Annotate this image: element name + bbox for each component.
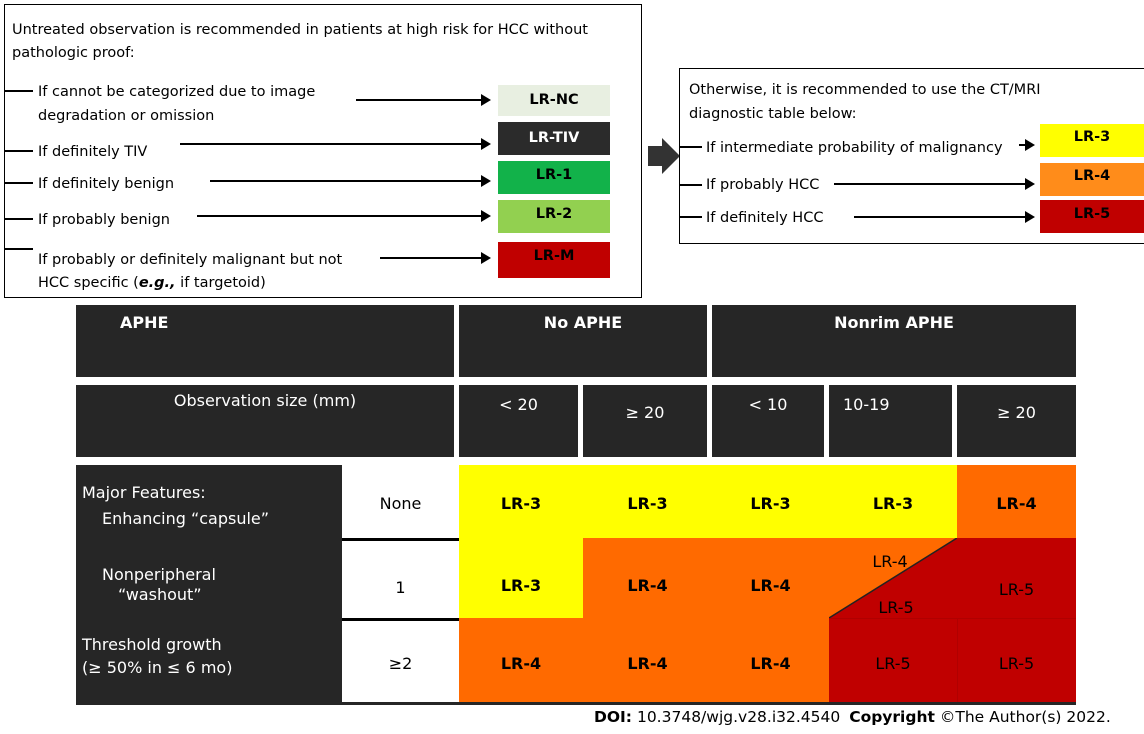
bullet-line: [5, 150, 33, 152]
feature-capsule: Enhancing “capsule”: [102, 509, 270, 528]
lr-nc-badge: LR-NC: [498, 85, 610, 116]
lr-r2c5: LR-5: [998, 580, 1035, 599]
untreated-heading: Untreated observation is recommended in …: [12, 22, 588, 38]
major-features-label: Major Features:: [82, 483, 206, 502]
size-cell-4: 10-19: [829, 385, 952, 457]
lr-r1c1: LR-3: [500, 494, 542, 513]
footer: DOI: 10.3748/wjg.v28.i32.4540 Copyright …: [594, 708, 1111, 726]
lr-r1c4: LR-3: [872, 494, 914, 513]
untreated-item-5-line1: If probably or definitely malignant but …: [38, 252, 343, 268]
arrow: [1019, 139, 1035, 151]
table-bottom-line: [76, 702, 1076, 705]
otherwise-heading: Otherwise, it is recommended to use the …: [689, 82, 1041, 98]
nonrim-aphe-header: Nonrim APHE: [712, 305, 1076, 377]
lr-r2c4-upper: LR-4: [872, 552, 908, 571]
size-cell-5: ≥ 20: [957, 385, 1076, 457]
grid-orange-r2: [583, 538, 829, 618]
size-cell-1: < 20: [459, 385, 578, 457]
count-column: [342, 465, 459, 702]
lr-r1c3: LR-3: [750, 494, 791, 513]
lr-r3c1: LR-4: [500, 654, 542, 673]
big-arrow: [648, 138, 680, 174]
divider: [342, 618, 459, 621]
no-aphe-header: No APHE: [459, 305, 707, 377]
lr-r3c5: LR-5: [998, 654, 1035, 673]
untreated-item-5-line2: HCC specific (e.g., if targetoid): [38, 275, 266, 291]
count-2: ≥2: [388, 654, 413, 673]
untreated-item-2: If definitely TIV: [38, 144, 148, 160]
lr-1-badge: LR-1: [498, 161, 610, 194]
arrow: [356, 94, 491, 106]
arrow: [197, 210, 491, 222]
grid-red-r3: [829, 618, 1076, 702]
otherwise-item-2: If probably HCC: [706, 177, 820, 193]
bullet-line: [5, 248, 33, 250]
grid-yellow-r2c1: [459, 538, 583, 618]
feature-growth-2: (≥ 50% in ≤ 6 mo): [82, 658, 233, 677]
lr-r2c4-lower: LR-5: [878, 598, 914, 617]
size-cell-3: < 10: [712, 385, 824, 457]
arrow: [834, 178, 1035, 190]
major-features-panel: Major Features: Enhancing “capsule” Nonp…: [76, 465, 342, 702]
untreated-item-1-line1: If cannot be categorized due to image: [38, 84, 316, 100]
bullet-line: [680, 216, 702, 218]
copyright-value: ©The Author(s) 2022.: [939, 708, 1111, 726]
count-1: 1: [395, 578, 406, 597]
lr-r1c5: LR-4: [996, 494, 1037, 513]
arrow: [210, 175, 491, 187]
grid-red-r2c5: [957, 538, 1076, 618]
divider: [342, 538, 459, 541]
untreated-item-3: If definitely benign: [38, 176, 175, 192]
lr-r2c3: LR-4: [750, 576, 791, 595]
lr-r2c2: LR-4: [627, 576, 668, 595]
lr-r2c1: LR-3: [500, 576, 542, 595]
size-cell-2: ≥ 20: [583, 385, 707, 457]
lr-5-badge: LR-5: [1040, 200, 1144, 233]
grid-sep: [829, 618, 1076, 619]
lr-m-badge: LR-M: [498, 242, 610, 278]
aphe-header: APHE: [76, 305, 454, 377]
grid-sep: [957, 618, 958, 702]
otherwise-item-3: If definitely HCC: [706, 210, 824, 226]
observation-size-header: Observation size (mm): [76, 385, 454, 457]
grid-split-cell: [829, 538, 957, 618]
feature-growth-1: Threshold growth: [82, 635, 222, 654]
bullet-line: [5, 218, 33, 220]
arrow: [854, 211, 1035, 223]
lr-r1c2: LR-3: [627, 494, 668, 513]
arrow: [180, 138, 491, 150]
doi-label: DOI:: [594, 708, 633, 726]
arrow: [380, 252, 491, 264]
lr-2-badge: LR-2: [498, 200, 610, 233]
count-none: None: [379, 494, 422, 513]
grid-orange-r1c5: [957, 465, 1076, 538]
feature-washout-1: Nonperipheral: [102, 565, 216, 584]
bullet-line: [5, 90, 33, 92]
feature-washout-2: “washout”: [118, 585, 202, 604]
doi-value: 10.3748/wjg.v28.i32.4540: [636, 708, 841, 726]
lr-r3c4: LR-5: [875, 654, 911, 673]
bullet-line: [5, 182, 33, 184]
lr-r3c3: LR-4: [750, 654, 791, 673]
copyright-label: Copyright: [849, 708, 935, 726]
bullet-line: [680, 184, 702, 186]
lr-tiv-badge: LR-TIV: [498, 122, 610, 155]
otherwise-item-1: If intermediate probability of malignanc…: [706, 140, 1003, 156]
otherwise-heading-2: diagnostic table below:: [689, 106, 857, 122]
untreated-heading-2: pathologic proof:: [12, 45, 135, 61]
untreated-item-4: If probably benign: [38, 212, 170, 228]
grid-yellow-region: [459, 465, 957, 538]
lr-r3c2: LR-4: [627, 654, 668, 673]
lr-3-badge: LR-3: [1040, 124, 1144, 157]
grid-orange-r3: [459, 618, 829, 702]
lr-4-badge: LR-4: [1040, 163, 1144, 196]
bullet-line: [680, 146, 702, 148]
untreated-item-1-line2: degradation or omission: [38, 108, 215, 124]
